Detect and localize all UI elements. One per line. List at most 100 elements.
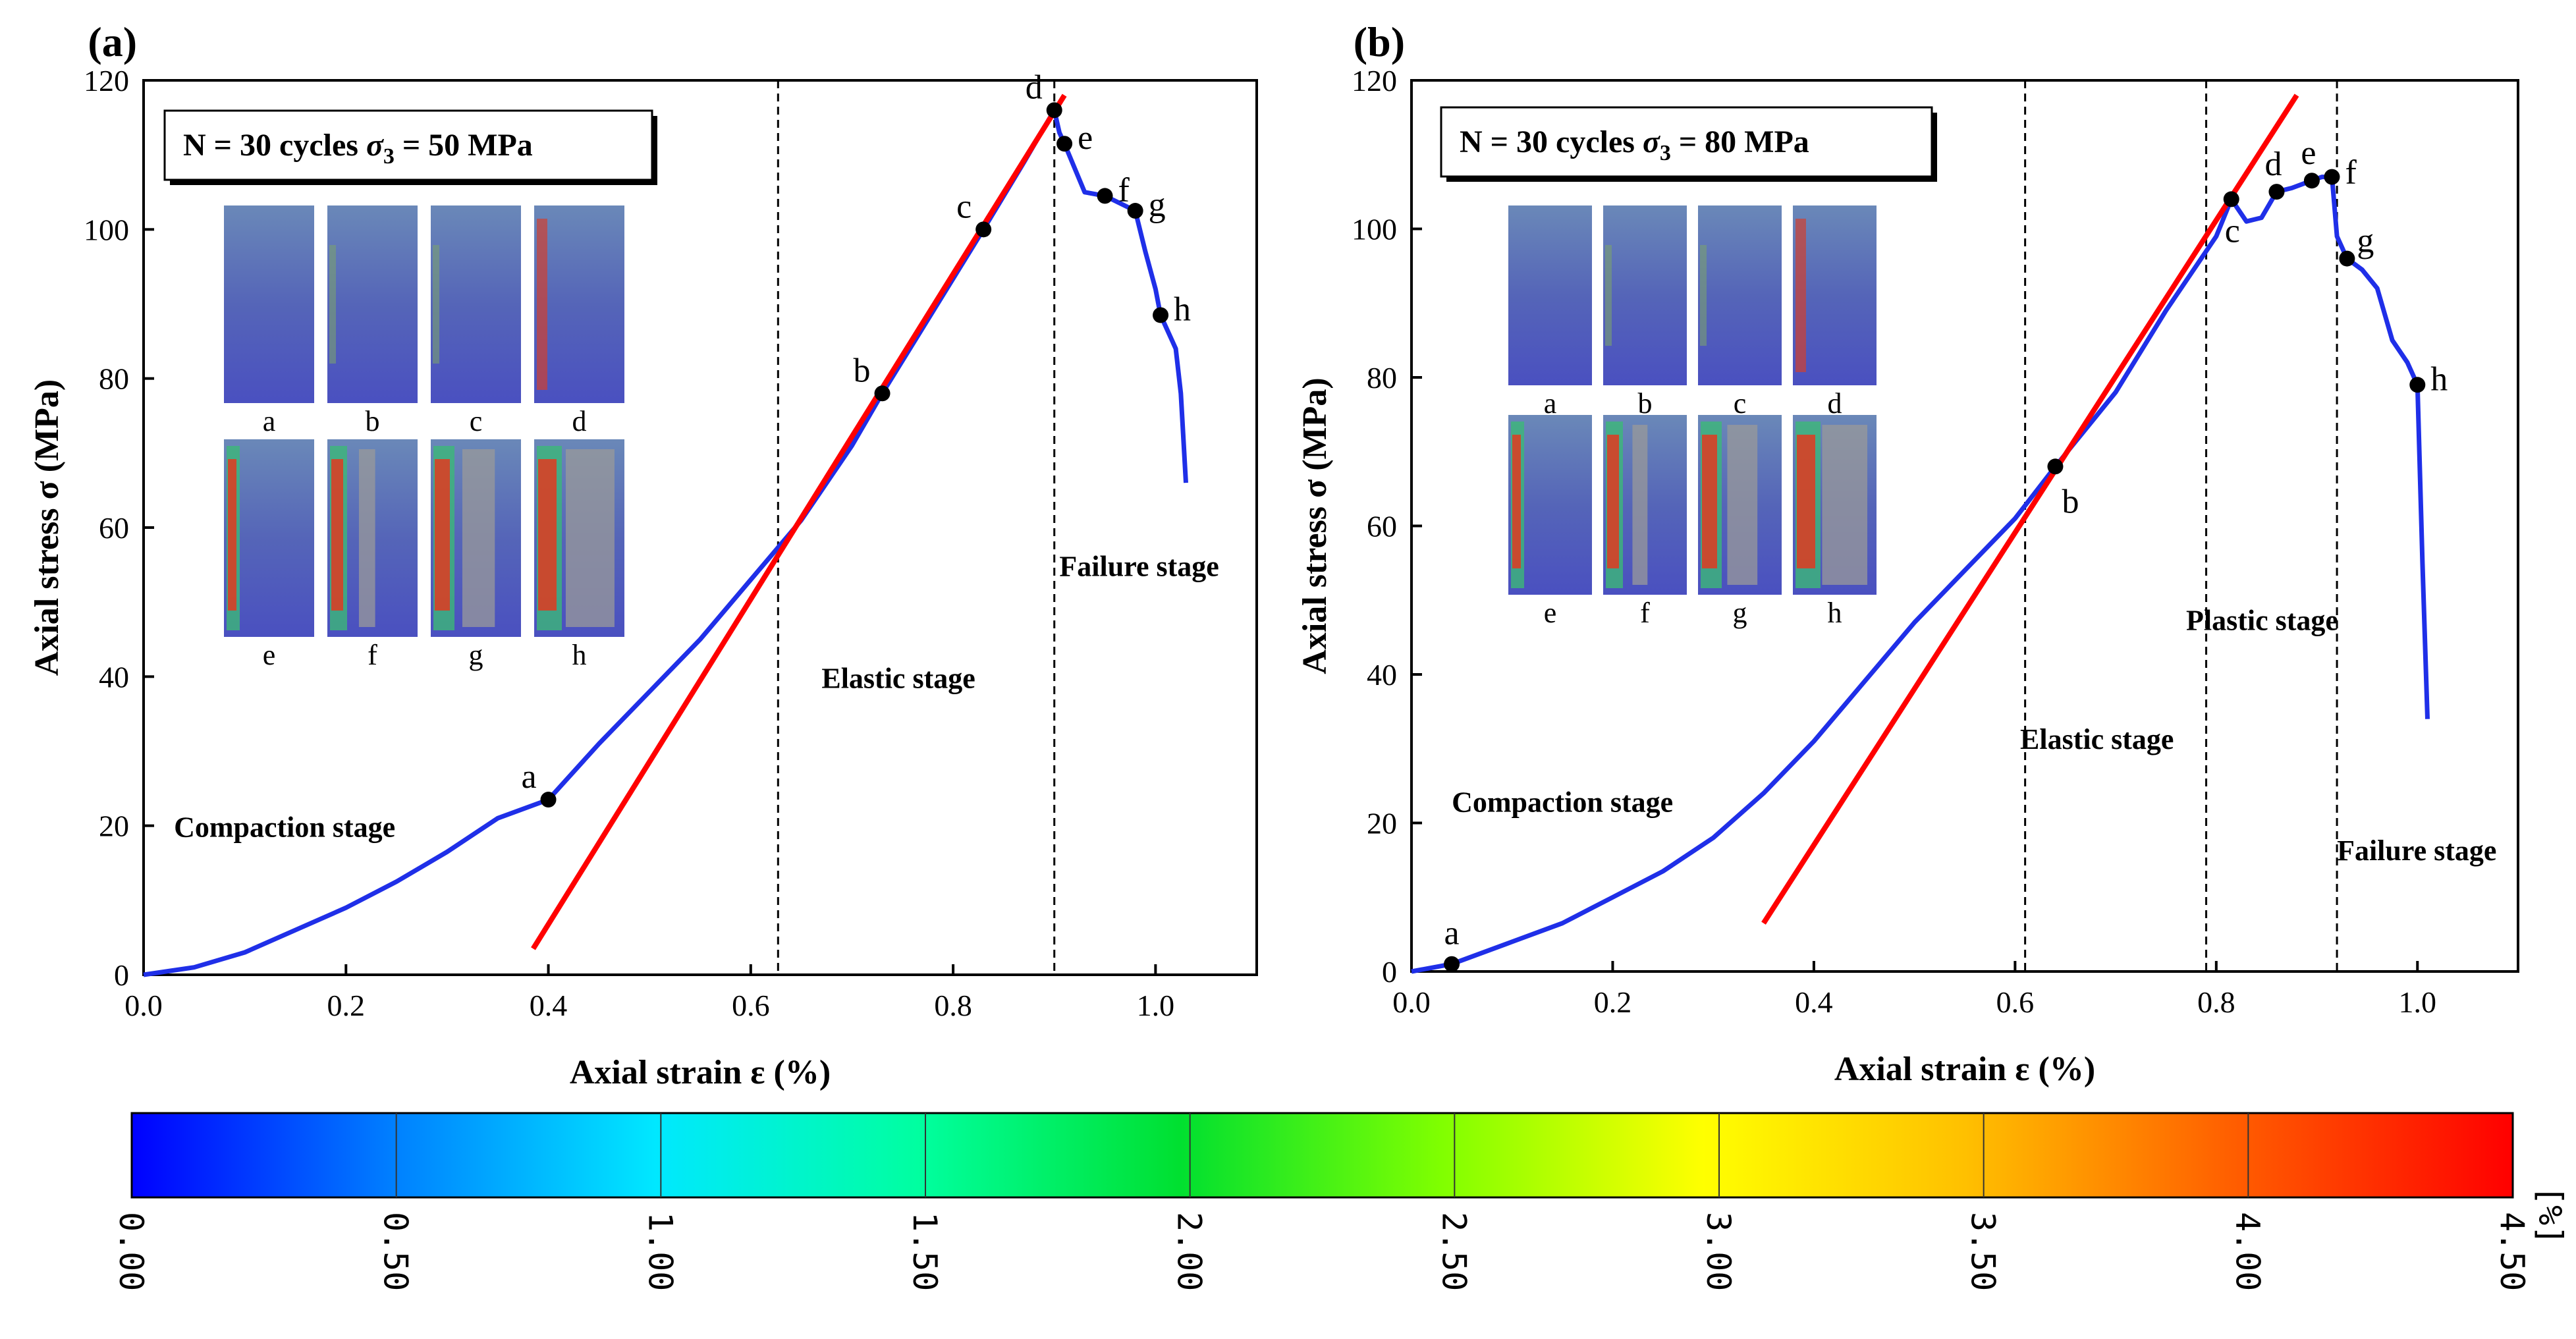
annotation-subscript: 3 — [383, 144, 395, 169]
inset-strain-band — [1605, 245, 1612, 346]
inset-thumbnail — [1508, 415, 1592, 595]
annotation-text: N = 30 cycles σ3 = 50 MPa — [183, 128, 533, 169]
inset-fracture-zone — [1632, 425, 1648, 585]
stage-point — [975, 221, 992, 238]
stage-point-label: h — [2430, 360, 2448, 398]
x-tick-label: 0.0 — [124, 989, 163, 1022]
x-tick-label: 1.0 — [2399, 985, 2437, 1019]
inset-image — [1698, 205, 1782, 385]
inset-label: f — [368, 639, 377, 671]
y-tick-label: 0 — [1382, 955, 1397, 989]
x-tick-label: 0.8 — [2197, 985, 2235, 1019]
x-tick-label: 0.2 — [1594, 985, 1632, 1019]
panel-a: (a) 0.0 0.2 0.4 0.6 0.8 1.0 0 20 40 60 80 100 120 Axia… — [28, 18, 1258, 1091]
panel-label: (a) — [88, 18, 137, 65]
y-tick-label: 20 — [1367, 807, 1397, 840]
colorbar-tick-label: 0.50 — [377, 1212, 415, 1291]
colorbar-tick-label: 1.00 — [641, 1212, 679, 1291]
elastic-fit-line — [1761, 94, 2299, 925]
stage-point-label: b — [2062, 483, 2079, 520]
annotation-suffix: = 80 MPa — [1671, 124, 1809, 159]
stage-point — [2339, 250, 2355, 267]
inset-thumbnail — [327, 205, 418, 403]
inset-thumbnail — [224, 205, 314, 403]
y-tick-label: 40 — [1367, 658, 1397, 692]
stage-label: Compaction stage — [1452, 786, 1673, 819]
stage-point — [1127, 203, 1143, 219]
inset-thumbnail — [1508, 205, 1592, 385]
annotation-box — [1440, 106, 1933, 178]
stage-label: Failure stage — [2337, 834, 2496, 867]
colorbar: 0.00 0.50 1.00 1.50 2.00 2.50 3.00 3.50 4.00 4.50… — [112, 1112, 2569, 1291]
inset-fracture-zone — [565, 449, 615, 627]
inset-strain-band — [1700, 245, 1707, 346]
stage-point — [2268, 184, 2285, 200]
y-tick-label: 80 — [1367, 361, 1397, 395]
stage-label: Elastic stage — [2020, 723, 2174, 755]
stage-point — [540, 792, 557, 808]
inset-image — [1508, 205, 1592, 385]
stage-point — [1046, 102, 1062, 119]
y-tick-label: 120 — [1352, 64, 1397, 97]
stage-point-label: f — [2345, 154, 2357, 192]
inset-strain-band — [433, 245, 439, 364]
inset-label: g — [1733, 597, 1747, 629]
stage-point-label: d — [2264, 146, 2282, 183]
stage-point — [1056, 136, 1073, 152]
inset-label: g — [469, 639, 483, 671]
inset-label: a — [1544, 387, 1557, 420]
colorbar-tick-label: 3.50 — [1964, 1212, 2002, 1291]
x-tick-label: 0.4 — [1795, 985, 1833, 1019]
x-tick-label: 0.6 — [732, 989, 770, 1022]
inset-label: c — [1734, 387, 1747, 420]
stage-point-label: a — [1444, 915, 1460, 952]
stage-point-label: c — [2225, 212, 2240, 250]
inset-label: c — [470, 405, 483, 437]
x-tick-label: 0.6 — [1996, 985, 2035, 1019]
colorbar-unit: [%] — [2531, 1186, 2569, 1245]
annotation-sigma: σ — [1643, 124, 1660, 159]
annotation-prefix: N = 30 cycles — [183, 128, 366, 163]
inset-strain-band — [1795, 219, 1806, 372]
elastic-fit-line — [531, 94, 1067, 950]
y-tick-label: 60 — [1367, 510, 1397, 543]
inset-strain-band — [329, 245, 336, 364]
x-tick-label: 0.8 — [934, 989, 972, 1022]
y-tick-label: 100 — [1352, 213, 1397, 246]
inset-thumbnail — [1698, 205, 1782, 385]
y-tick-label: 0 — [114, 958, 129, 992]
y-tick-label: 100 — [84, 213, 129, 246]
y-axis-title: Axial stress σ (MPa) — [1296, 377, 1334, 674]
stage-point-label: c — [956, 188, 972, 225]
stage-point — [1444, 956, 1460, 972]
y-tick-label: 80 — [99, 362, 129, 396]
y-tick-label: 40 — [99, 660, 129, 694]
inset-strain-band — [435, 459, 450, 611]
inset-label: d — [1828, 387, 1842, 420]
annotation-suffix: = 50 MPa — [395, 128, 533, 163]
inset-fracture-zone — [1822, 425, 1868, 585]
colorbar-tick-label: 4.00 — [2228, 1212, 2266, 1291]
stage-point — [1097, 188, 1113, 204]
x-tick-label: 0.0 — [1392, 985, 1431, 1019]
inset-image — [534, 205, 624, 403]
stage-point-label: a — [521, 758, 536, 796]
stage-point — [2324, 169, 2340, 185]
stage-point — [2223, 191, 2239, 207]
stage-label: Failure stage — [1059, 551, 1219, 583]
stage-point-label: g — [1149, 186, 1166, 224]
inset-thumbnail — [431, 205, 521, 403]
inset-thumbnail — [327, 439, 418, 637]
inset-strain-band — [538, 459, 557, 611]
inset-label: b — [1638, 387, 1653, 420]
inset-thumbnail — [431, 439, 521, 637]
inset-strain-band — [1607, 435, 1619, 568]
inset-label: e — [1544, 597, 1557, 629]
inset-label: e — [263, 639, 276, 671]
stress-strain-line — [1411, 175, 2430, 974]
inset-thumbnail — [1793, 205, 1877, 385]
panel-label: (b) — [1354, 18, 1405, 65]
annotation-box — [163, 109, 653, 181]
inset-label: f — [1640, 597, 1650, 629]
colorbar-tick-label: 0.00 — [112, 1212, 150, 1291]
